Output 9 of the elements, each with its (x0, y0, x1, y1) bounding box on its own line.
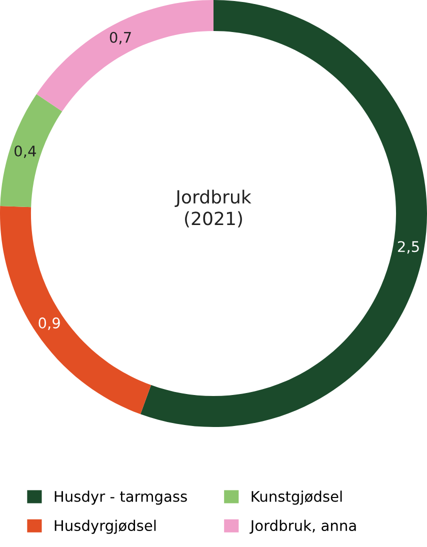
legend-label: Husdyrgjødsel (54, 520, 156, 534)
data-label: 0,7 (110, 32, 131, 44)
legend-label: Jordbruk, anna (250, 520, 356, 534)
legend-label: Kunstgjødsel (252, 490, 342, 505)
data-label: 2,5 (398, 241, 419, 254)
data-label: 0,9 (38, 317, 60, 330)
legend-label: Husdyr - tarmgass (54, 490, 187, 505)
text: Jordbruk (2021) (174, 190, 252, 228)
data-label: 0,4 (14, 146, 36, 158)
